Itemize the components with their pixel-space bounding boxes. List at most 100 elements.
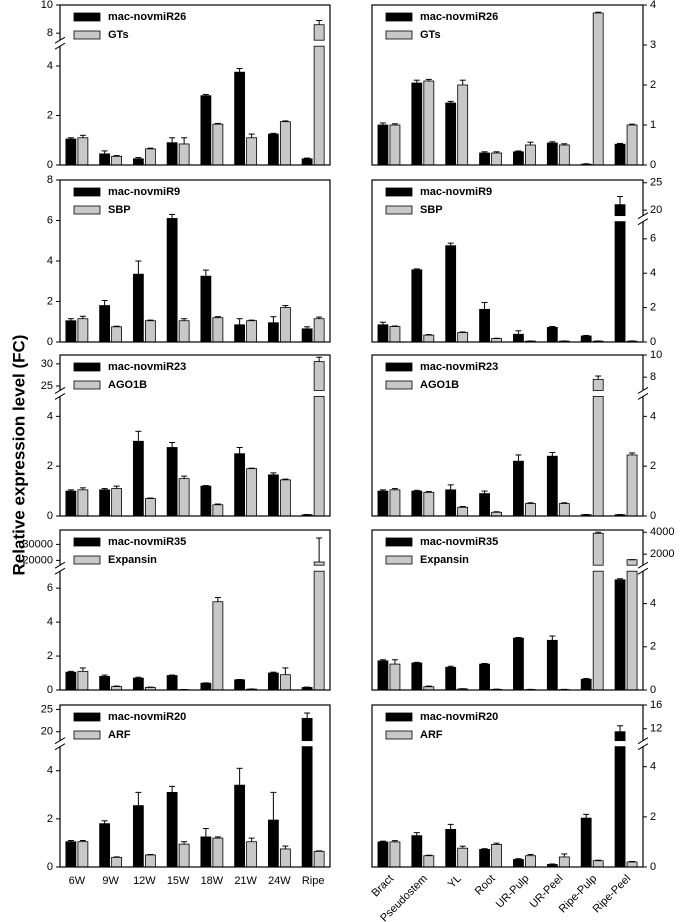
bar [301,328,313,343]
bar [178,143,190,166]
y-tick-label: 8 [47,174,53,186]
legend-label: mac-novmiR9 [420,186,492,198]
axis-gap [641,215,645,222]
y-tick-label: 2000 [650,548,674,560]
axis-break [637,392,649,400]
y-tick-label: 4 [650,267,656,279]
bar [246,841,258,868]
bar [166,142,178,166]
panel-frame [371,704,644,868]
y-tick-label: 0 [650,159,656,171]
bar [77,318,89,343]
bar [313,361,325,391]
bar [377,660,389,691]
bar [111,488,123,517]
bar [457,84,469,166]
axis-gap [641,565,645,572]
legend-swatch [385,730,413,740]
axis-gap [58,565,62,572]
bar [389,326,401,343]
bar [411,269,423,343]
bar [77,489,89,517]
bar [77,137,89,166]
y-tick-label: 4 [47,255,53,267]
bar [234,784,246,868]
axis-gap [58,740,62,747]
bar [445,666,457,691]
bar [77,670,89,691]
bar [234,679,246,691]
legend-label: mac-novmiR23 [108,361,186,373]
bar [267,474,279,517]
y-tick-label: 0 [47,684,53,696]
legend-label: mac-novmiR20 [420,711,498,723]
y-tick-label: 2 [47,109,53,121]
axis-break [54,737,66,745]
bar [592,570,604,691]
bar [546,639,558,691]
bar [212,837,224,868]
panel-frame [59,704,331,868]
bar [411,662,423,691]
y-tick-label: 0 [47,861,53,873]
legend-label: AGO1B [108,379,147,391]
legend-swatch [73,537,101,547]
bar [234,324,246,343]
y-tick-label: 4 [650,410,656,422]
axis-break [637,386,649,394]
axis-break [54,36,66,44]
y-tick-label: 12 [650,723,662,735]
bar [411,82,423,166]
legend-label: mac-novmiR20 [108,711,186,723]
bar [144,320,156,343]
bar [525,855,536,868]
bar [313,45,325,166]
bar [166,447,178,517]
bar [626,570,638,691]
axis-break [637,737,649,745]
y-tick-label: 2 [650,79,656,91]
legend-label: mac-novmiR26 [108,11,186,23]
bar [377,490,389,517]
bar [212,504,224,517]
x-tick-label: Ripe [302,875,325,887]
y-tick-label: 10 [41,0,53,11]
legend-swatch [73,12,101,22]
bar [614,731,626,742]
bar [132,805,144,868]
bar [200,682,212,691]
y-tick-label: 25 [41,380,53,392]
axis-break [54,42,66,50]
bar [525,144,536,166]
x-tick-label: 12W [133,875,156,887]
y-tick-label: 2 [47,295,53,307]
bar [389,663,401,691]
bar [626,454,638,517]
y-tick-label: 30 [41,358,53,370]
y-tick-label: 0 [650,510,656,522]
bar [166,218,178,343]
bar [99,676,111,691]
y-tick-label: 16 [650,699,662,711]
y-tick-label: 6 [47,214,53,226]
bar [212,317,224,343]
y-tick-label: 1 [650,119,656,131]
bar [592,860,604,868]
bar [525,503,536,517]
y-tick-label: 4 [47,765,53,777]
legend-swatch [73,30,101,40]
bar [111,155,123,166]
bar [389,841,401,868]
bar [558,856,570,868]
y-tick-label: 25 [650,177,662,189]
bar [132,440,144,517]
bar [313,24,325,41]
bar [77,841,89,868]
bar [389,124,401,166]
bar [592,378,604,391]
x-tick-label: 24W [268,875,291,887]
bar [614,204,626,217]
bar [212,123,224,166]
x-tick-label: 9W [102,875,119,887]
axis-break [637,743,649,751]
